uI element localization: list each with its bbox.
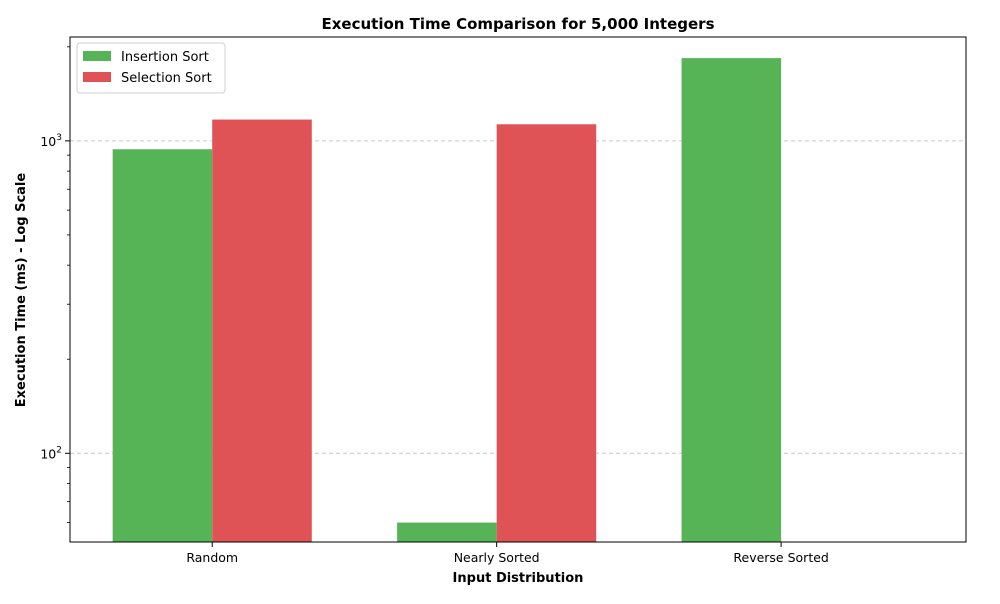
legend: Insertion Sort Selection Sort [76, 42, 226, 94]
y-axis-ticks: 102 103 [40, 46, 70, 523]
bar-0-2 [681, 58, 782, 542]
chart-title: Execution Time Comparison for 5,000 Inte… [321, 15, 714, 33]
y-tick-label-0: 102 [40, 445, 62, 461]
bars [112, 58, 782, 543]
y-tick-label-1: 103 [40, 133, 62, 149]
bar-1-0 [212, 119, 312, 543]
y-axis-label: Execution Time (ms) - Log Scale [14, 173, 29, 408]
x-axis-label: Input Distribution [453, 571, 584, 586]
legend-box [76, 42, 226, 94]
legend-swatch-1 [83, 72, 111, 82]
x-tick-label-2: Reverse Sorted [733, 550, 828, 565]
legend-swatch-0 [83, 51, 111, 61]
x-tick-label-0: Random [186, 550, 238, 565]
plot-frame [69, 36, 967, 543]
bar-0-1 [397, 522, 497, 542]
legend-label-1: Selection Sort [121, 71, 212, 86]
x-axis-ticks: Random Nearly Sorted Reverse Sorted [186, 542, 829, 565]
legend-label-0: Insertion Sort [121, 50, 209, 65]
x-tick-label-1: Nearly Sorted [454, 550, 540, 565]
bar-0-0 [112, 149, 213, 542]
bar-1-1 [496, 124, 597, 543]
